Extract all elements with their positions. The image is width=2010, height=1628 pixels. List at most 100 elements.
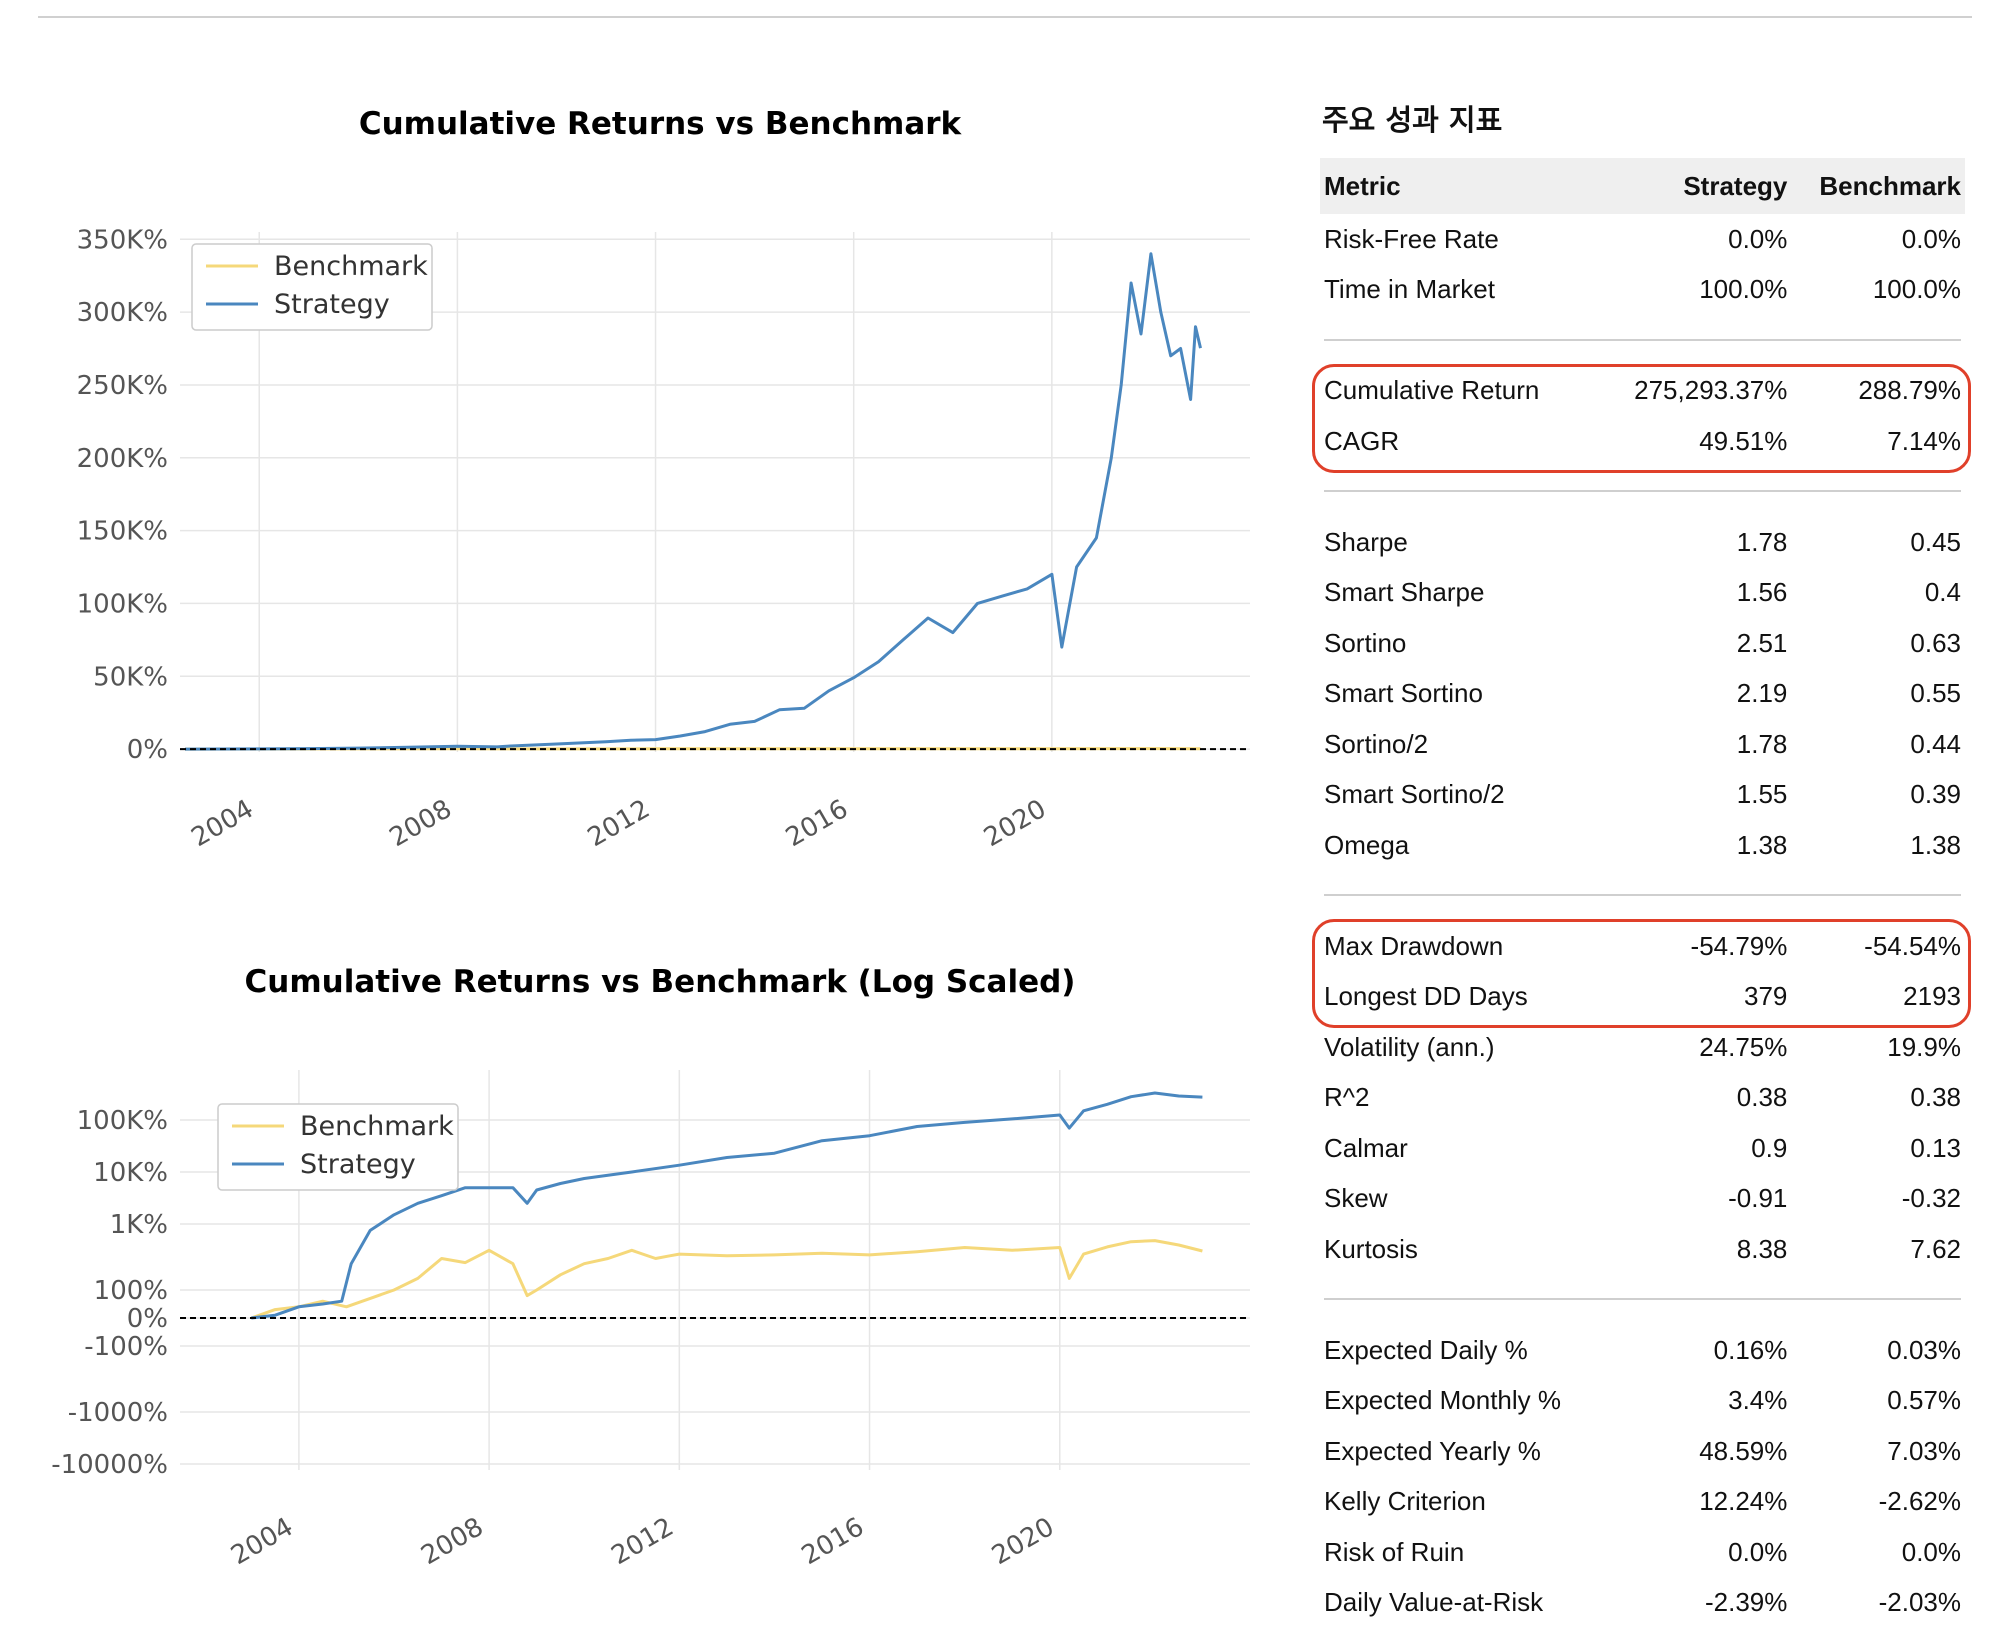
highlight-outline	[1312, 919, 1971, 1028]
metric-metric-cell: Omega	[1320, 820, 1604, 871]
metric-benchmark-cell: 0.38	[1791, 1073, 1965, 1124]
y-tick-label: 0%	[127, 735, 168, 765]
metric-strategy-cell: 0.0%	[1604, 214, 1791, 265]
metric-row: Volatility (ann.)24.75%19.9%	[1320, 1022, 1965, 1073]
chart-title-log: Cumulative Returns vs Benchmark (Log Sca…	[180, 964, 1140, 1000]
metric-benchmark-cell: 0.13	[1791, 1123, 1965, 1174]
metrics-heading: 주요 성과 지표	[1322, 96, 1965, 144]
cumulative-returns-chart: 0%50K%100K%150K%200K%250K%300K%350K%2004…	[0, 180, 1300, 900]
metric-benchmark-cell: 7.03%	[1791, 1426, 1965, 1477]
metric-metric-cell: Sortino	[1320, 618, 1604, 669]
separator-cell	[1320, 1275, 1965, 1326]
legend-label: Benchmark	[300, 1111, 454, 1142]
metric-metric-cell: Expected Monthly %	[1320, 1376, 1604, 1427]
x-tick-label: 2008	[416, 1512, 488, 1571]
x-tick-label: 2016	[797, 1512, 869, 1571]
metric-metric-cell: Smart Sortino	[1320, 669, 1604, 720]
x-tick-label: 2012	[583, 794, 655, 853]
x-tick-label: 2004	[226, 1512, 298, 1571]
metric-benchmark-cell: 0.45	[1791, 517, 1965, 568]
metric-benchmark-cell: 100.0%	[1791, 265, 1965, 316]
metrics-separator	[1320, 315, 1965, 366]
metric-strategy-cell: 0.38	[1604, 1073, 1791, 1124]
x-tick-label: 2020	[987, 1512, 1059, 1571]
x-tick-label: 2004	[186, 794, 258, 853]
legend-label: Strategy	[274, 289, 390, 320]
cumulative-returns-log-chart: 100K%10K%1K%100%0%-100%-1000%-10000%2004…	[0, 1000, 1300, 1568]
metrics-panel: 주요 성과 지표 Metric Strategy Benchmark Risk-…	[1320, 96, 1965, 1628]
metric-metric-cell: Smart Sharpe	[1320, 568, 1604, 619]
metric-benchmark-cell: 0.4	[1791, 568, 1965, 619]
separator-cell	[1320, 315, 1965, 366]
metric-benchmark-cell: 0.44	[1791, 719, 1965, 770]
metric-benchmark-cell: -2.03%	[1791, 1578, 1965, 1628]
chart-title-linear: Cumulative Returns vs Benchmark	[180, 106, 1140, 142]
y-tick-label: 100K%	[77, 1106, 168, 1136]
y-tick-label: 250K%	[77, 371, 168, 401]
metric-strategy-cell: 1.56	[1604, 568, 1791, 619]
metric-strategy-cell: -2.39%	[1604, 1578, 1791, 1628]
metric-row: Skew-0.91-0.32	[1320, 1174, 1965, 1225]
y-tick-label: 150K%	[77, 517, 168, 547]
metrics-separator	[1320, 1275, 1965, 1326]
y-tick-label: 100K%	[77, 589, 168, 619]
header-strategy: Strategy	[1604, 158, 1791, 214]
metric-benchmark-cell: 0.0%	[1791, 214, 1965, 265]
metric-strategy-cell: 1.78	[1604, 517, 1791, 568]
separator-cell	[1320, 467, 1965, 518]
y-tick-label: 350K%	[77, 225, 168, 255]
x-tick-label: 2012	[607, 1512, 679, 1571]
metric-strategy-cell: 0.16%	[1604, 1325, 1791, 1376]
metric-row: Daily Value-at-Risk-2.39%-2.03%	[1320, 1578, 1965, 1628]
legend: Benchmark Strategy	[192, 244, 432, 330]
metric-metric-cell: Calmar	[1320, 1123, 1604, 1174]
x-tick-label: 2008	[385, 794, 457, 853]
metric-metric-cell: Time in Market	[1320, 265, 1604, 316]
y-tick-label: 300K%	[77, 298, 168, 328]
y-tick-label: -10000%	[51, 1450, 168, 1480]
metric-strategy-cell: 48.59%	[1604, 1426, 1791, 1477]
header-benchmark: Benchmark	[1791, 158, 1965, 214]
metric-row: Expected Monthly %3.4%0.57%	[1320, 1376, 1965, 1427]
metric-strategy-cell: 3.4%	[1604, 1376, 1791, 1427]
metric-strategy-cell: 1.78	[1604, 719, 1791, 770]
metric-benchmark-cell: -2.62%	[1791, 1477, 1965, 1528]
x-tick-label: 2020	[979, 794, 1051, 853]
y-tick-label: -1000%	[68, 1398, 168, 1428]
metric-metric-cell: Sortino/2	[1320, 719, 1604, 770]
metric-benchmark-cell: 19.9%	[1791, 1022, 1965, 1073]
separator-cell	[1320, 871, 1965, 922]
metric-benchmark-cell: 7.62	[1791, 1224, 1965, 1275]
metric-benchmark-cell: 0.0%	[1791, 1527, 1965, 1578]
metric-strategy-cell: 1.38	[1604, 820, 1791, 871]
highlight-outline	[1312, 364, 1971, 473]
metric-strategy-cell: 24.75%	[1604, 1022, 1791, 1073]
metric-benchmark-cell: 0.63	[1791, 618, 1965, 669]
header-metric: Metric	[1320, 158, 1604, 214]
metric-metric-cell: R^2	[1320, 1073, 1604, 1124]
top-divider	[38, 16, 1972, 18]
metric-metric-cell: Skew	[1320, 1174, 1604, 1225]
metric-metric-cell: Sharpe	[1320, 517, 1604, 568]
metric-metric-cell: Smart Sortino/2	[1320, 770, 1604, 821]
metric-metric-cell: Expected Yearly %	[1320, 1426, 1604, 1477]
metric-strategy-cell: 2.51	[1604, 618, 1791, 669]
metric-benchmark-cell: 0.55	[1791, 669, 1965, 720]
metric-strategy-cell: -0.91	[1604, 1174, 1791, 1225]
y-tick-label: -100%	[84, 1332, 168, 1362]
metrics-separator	[1320, 467, 1965, 518]
legend-label: Benchmark	[274, 251, 428, 282]
y-tick-label: 100%	[94, 1276, 168, 1306]
